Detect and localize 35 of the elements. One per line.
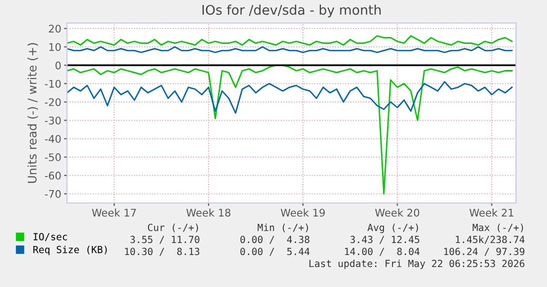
text: 3.43 / 12.45 — [350, 236, 420, 244]
text: Max (-/+) — [472, 224, 523, 232]
chart-title: IOs for /dev/sda - by month — [202, 4, 381, 18]
text: Cur (-/+) — [148, 224, 198, 232]
text: 0.00 / 5.44 — [240, 248, 310, 256]
text: 10.30 / 8.13 — [125, 248, 200, 256]
x-tick-label: Week 19 — [280, 208, 325, 217]
x-tick-label: Week 20 — [375, 208, 420, 217]
y-axis-title: Units read (-) / write (+) — [27, 43, 38, 183]
y-tick-label: -20 — [44, 98, 61, 106]
text: Last update: Fri May 22 06:25:53 2026 — [309, 260, 524, 270]
y-tick-label: 20 — [48, 24, 61, 33]
legend-label: IO/sec — [34, 233, 67, 242]
line-series — [67, 35, 513, 46]
text: 0.00 / 4.38 — [240, 236, 310, 244]
text: 106.24 / 97.39 — [444, 248, 524, 256]
x-tick-label: Week 21 — [470, 208, 514, 217]
y-tick-label: 0 — [56, 61, 61, 70]
y-tick-label: -30 — [44, 116, 61, 124]
y-tick-label: -70 — [44, 190, 61, 198]
y-tick-label: 10 — [49, 43, 61, 51]
x-tick-label: Week 17 — [92, 208, 136, 217]
line-series — [67, 64, 513, 195]
text: 1.45k/238.74 — [456, 236, 525, 244]
y-tick-label: -40 — [44, 134, 61, 143]
text: 14.00 / 8.04 — [345, 248, 420, 256]
y-tick-label: -60 — [44, 172, 61, 180]
text: Avg (-/+) — [368, 224, 418, 234]
x-tick-label: Week 18 — [186, 208, 230, 217]
y-tick-label: -10 — [44, 80, 61, 88]
text: Min (-/+) — [258, 224, 308, 232]
y-tick-label: -50 — [44, 153, 61, 162]
line-series — [67, 81, 513, 114]
legend-label: Req Size (KB) — [33, 246, 107, 256]
text: 3.55 / 11.70 — [130, 236, 200, 244]
